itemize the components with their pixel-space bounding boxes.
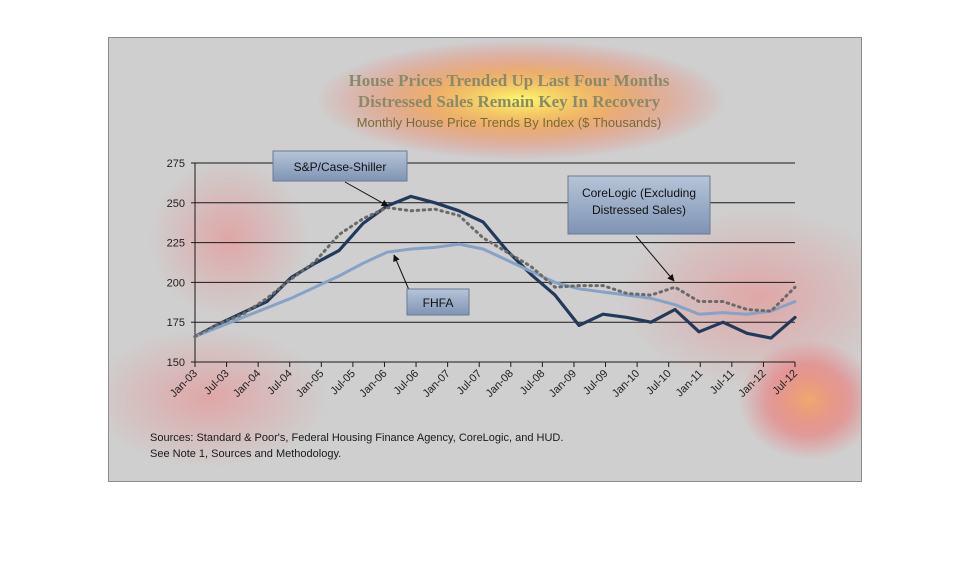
series-line-0 xyxy=(193,194,797,340)
y-tick-label: 200 xyxy=(167,277,185,289)
x-tick-label: Jul-06 xyxy=(391,368,421,398)
callout-corelogic: CoreLogic (Excluding Distressed Sales) xyxy=(567,175,711,282)
y-tick-label: 175 xyxy=(167,317,185,329)
x-tick-label: Jan-06 xyxy=(357,368,389,400)
callout-corelogic-label-line-1: CoreLogic (Excluding xyxy=(582,186,696,200)
y-tick-label: 250 xyxy=(167,198,185,210)
series-line-2 xyxy=(193,206,797,338)
x-tick-label: Jan-08 xyxy=(484,368,516,400)
x-tick-label: Jan-09 xyxy=(547,368,579,400)
sources-line-2: See Note 1, Sources and Methodology. xyxy=(150,448,341,460)
x-tick-label: Jul-08 xyxy=(518,368,548,398)
chart-svg: House Prices Trended Up Last Four Months… xyxy=(109,40,861,468)
callout-case-shiller: S&P/Case-Shiller xyxy=(272,150,408,207)
heatmap-overlay xyxy=(109,40,861,468)
chart-title-line-1: House Prices Trended Up Last Four Months xyxy=(349,71,670,90)
callout-fhfa-label: FHFA xyxy=(423,296,454,310)
x-tick-label: Jul-05 xyxy=(328,368,358,398)
series-line-1 xyxy=(193,242,797,338)
x-tick-label: Jan-10 xyxy=(610,368,642,400)
y-tick-label: 275 xyxy=(167,158,185,170)
chart-panel: House Prices Trended Up Last Four Months… xyxy=(108,37,862,482)
chart-title-line-2: Distressed Sales Remain Key In Recovery xyxy=(358,92,661,111)
x-tick-label: Jul-10 xyxy=(644,368,674,398)
y-tick-label: 225 xyxy=(167,238,185,250)
x-tick-label: Jul-07 xyxy=(455,368,485,398)
callout-fhfa: FHFA xyxy=(393,254,470,316)
x-tick-label: Jul-09 xyxy=(581,368,611,398)
callout-corelogic-label-line-2: Distressed Sales) xyxy=(592,203,686,217)
y-tick-label: 150 xyxy=(167,357,185,369)
callout-case-shiller-label: S&P/Case-Shiller xyxy=(294,160,387,174)
sources-line-1: Sources: Standard & Poor's, Federal Hous… xyxy=(150,432,563,444)
series-lines xyxy=(193,194,797,340)
y-axis-ticks: 150 175 200 225 250 275 xyxy=(167,158,195,369)
chart-subtitle: Monthly House Price Trends By Index ($ T… xyxy=(357,115,662,130)
x-tick-label: Jan-07 xyxy=(420,368,452,400)
